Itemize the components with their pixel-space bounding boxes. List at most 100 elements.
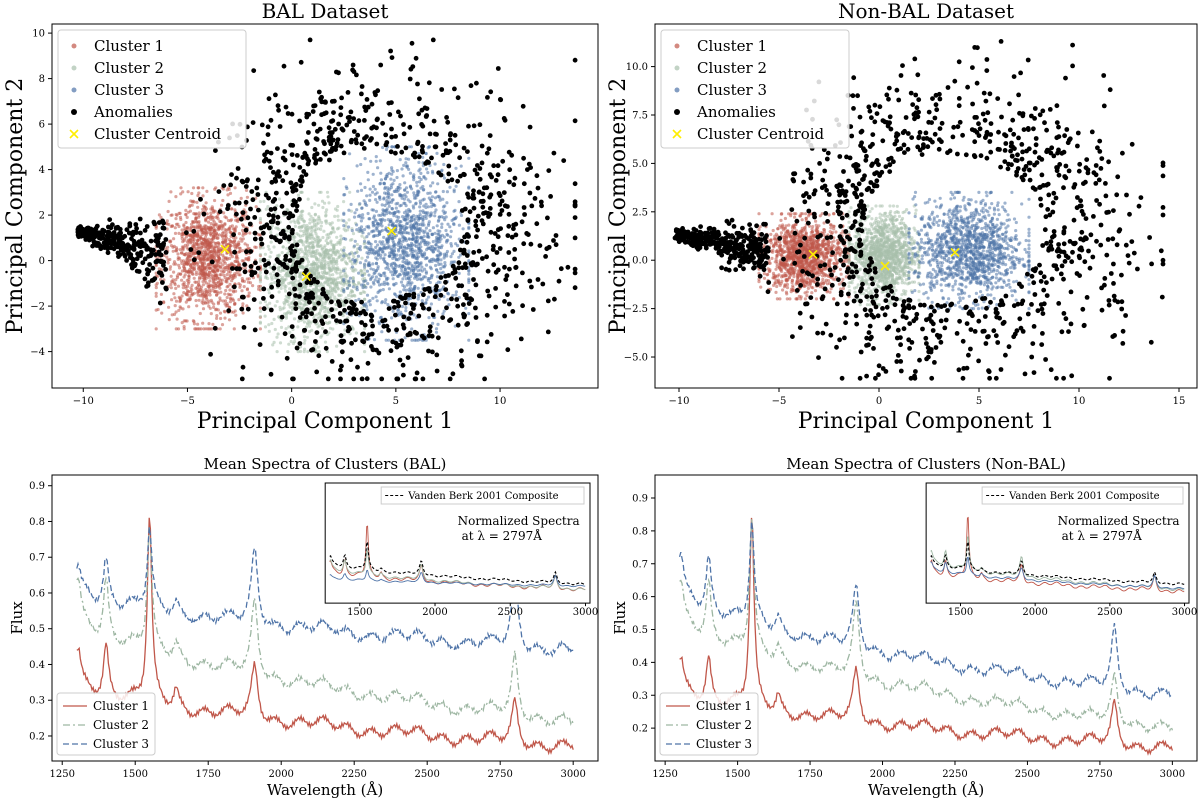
cluster-point: [383, 301, 387, 305]
cluster-point: [207, 287, 211, 291]
anomaly-points: [75, 37, 578, 382]
cluster-point: [268, 255, 272, 259]
cluster-point: [342, 224, 346, 228]
anomaly-point: [147, 262, 153, 267]
anomaly-point: [150, 265, 156, 271]
cluster-point: [415, 277, 419, 282]
cluster-point: [280, 251, 284, 255]
cluster-point: [438, 240, 442, 244]
cluster-point: [373, 309, 377, 313]
cluster-point: [394, 257, 398, 261]
anomaly-point: [387, 112, 393, 117]
cluster-point: [416, 269, 420, 273]
cluster-point: [429, 302, 433, 306]
cluster-point: [422, 234, 426, 238]
anomaly-point: [252, 327, 258, 333]
anomaly-point: [455, 95, 461, 101]
cluster-point: [188, 296, 192, 300]
cluster-point: [382, 256, 386, 260]
cluster-point: [336, 204, 340, 209]
cluster-point: [297, 248, 302, 252]
cluster-point: [372, 252, 377, 256]
anomaly-point: [416, 111, 422, 117]
cluster-point: [418, 228, 422, 232]
cluster-point: [392, 270, 396, 274]
cluster-point: [320, 300, 324, 304]
cluster-point: [360, 234, 364, 238]
cluster-point: [386, 303, 390, 307]
cluster-point: [184, 220, 188, 225]
cluster-point: [327, 266, 332, 271]
cluster-point: [369, 159, 373, 163]
cluster-point: [313, 253, 317, 258]
cluster-point: [211, 280, 215, 284]
anomaly-point: [388, 149, 394, 155]
cluster-point: [317, 350, 321, 354]
cluster-point: [309, 262, 313, 266]
cluster-point: [317, 271, 321, 275]
anomaly-point: [275, 146, 280, 152]
cluster-point: [233, 227, 237, 231]
cluster-point: [219, 261, 223, 265]
cluster-point: [354, 331, 358, 335]
cluster-point: [172, 260, 177, 264]
y-tick-label: 4: [39, 165, 45, 176]
anomaly-point: [330, 147, 335, 153]
cluster-point: [343, 328, 347, 332]
anomaly-point: [300, 154, 306, 160]
cluster-point: [424, 263, 429, 267]
anomaly-point: [188, 247, 194, 252]
anomaly-point: [411, 294, 417, 300]
cluster-point: [366, 282, 370, 286]
cluster-point: [368, 303, 372, 307]
cluster-point: [425, 256, 429, 260]
cluster-point: [312, 262, 316, 266]
anomaly-point: [493, 304, 499, 310]
cluster-point: [421, 220, 425, 224]
cluster-point: [424, 226, 428, 230]
anomaly-point: [244, 178, 250, 184]
anomaly-point: [471, 205, 477, 211]
cluster-point: [438, 246, 442, 250]
cluster-point: [379, 218, 383, 222]
cluster-point: [201, 321, 205, 325]
cluster-point: [377, 230, 381, 234]
cluster-point: [204, 301, 208, 305]
anomaly-point: [279, 203, 285, 209]
cluster-point: [204, 288, 208, 292]
cluster-point: [172, 292, 176, 296]
cluster-point: [299, 229, 303, 233]
cluster-point: [187, 205, 191, 209]
anomaly-point: [400, 362, 406, 368]
cluster-point: [199, 260, 203, 264]
cluster-point: [367, 240, 371, 244]
cluster-point: [216, 254, 220, 258]
cluster-point: [285, 229, 289, 233]
cluster-point: [359, 268, 363, 273]
cluster-point: [395, 169, 399, 173]
cluster-point: [300, 250, 305, 254]
cluster-point: [293, 221, 297, 225]
cluster-point: [215, 314, 219, 318]
anomaly-point: [359, 84, 365, 89]
anomaly-point: [484, 312, 490, 318]
cluster-point: [385, 175, 389, 179]
cluster-point: [243, 266, 247, 270]
cluster-point: [310, 233, 314, 237]
cluster-point: [357, 226, 361, 230]
cluster-point: [258, 221, 262, 225]
cluster-point: [387, 196, 391, 200]
cluster-point: [169, 286, 173, 290]
cluster-point: [436, 280, 440, 284]
cluster-point: [390, 193, 394, 197]
cluster-point: [211, 231, 216, 235]
cluster-point: [467, 269, 471, 273]
anomaly-point: [349, 340, 354, 346]
cluster-point: [215, 267, 219, 271]
cluster-point: [349, 202, 353, 206]
anomaly-point: [124, 227, 130, 233]
cluster-point: [169, 274, 173, 278]
anomaly-point: [473, 282, 479, 288]
cluster-point: [449, 255, 453, 259]
cluster-point: [359, 219, 363, 223]
